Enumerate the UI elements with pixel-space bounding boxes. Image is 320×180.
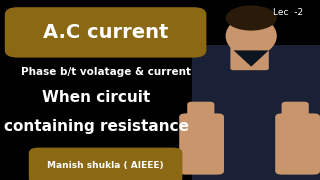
Text: Manish shukla ( AIEEE): Manish shukla ( AIEEE) — [47, 161, 164, 170]
FancyBboxPatch shape — [29, 148, 182, 180]
FancyBboxPatch shape — [192, 45, 320, 180]
Text: containing resistance: containing resistance — [4, 118, 188, 134]
Ellipse shape — [226, 5, 277, 31]
Ellipse shape — [226, 16, 277, 56]
FancyBboxPatch shape — [275, 113, 320, 175]
Text: Lec  -2: Lec -2 — [273, 8, 303, 17]
Text: Phase b/t volatage & current: Phase b/t volatage & current — [20, 67, 191, 77]
FancyBboxPatch shape — [230, 41, 269, 70]
FancyBboxPatch shape — [179, 113, 224, 175]
Polygon shape — [234, 50, 269, 67]
Text: A.C current: A.C current — [43, 23, 168, 42]
FancyBboxPatch shape — [5, 7, 206, 58]
FancyBboxPatch shape — [282, 102, 309, 129]
Text: When circuit: When circuit — [42, 90, 150, 105]
FancyBboxPatch shape — [187, 102, 214, 129]
